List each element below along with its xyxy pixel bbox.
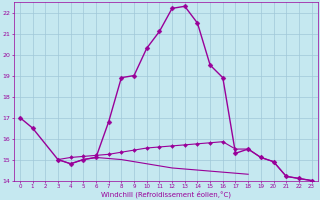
X-axis label: Windchill (Refroidissement éolien,°C): Windchill (Refroidissement éolien,°C)	[101, 190, 231, 198]
